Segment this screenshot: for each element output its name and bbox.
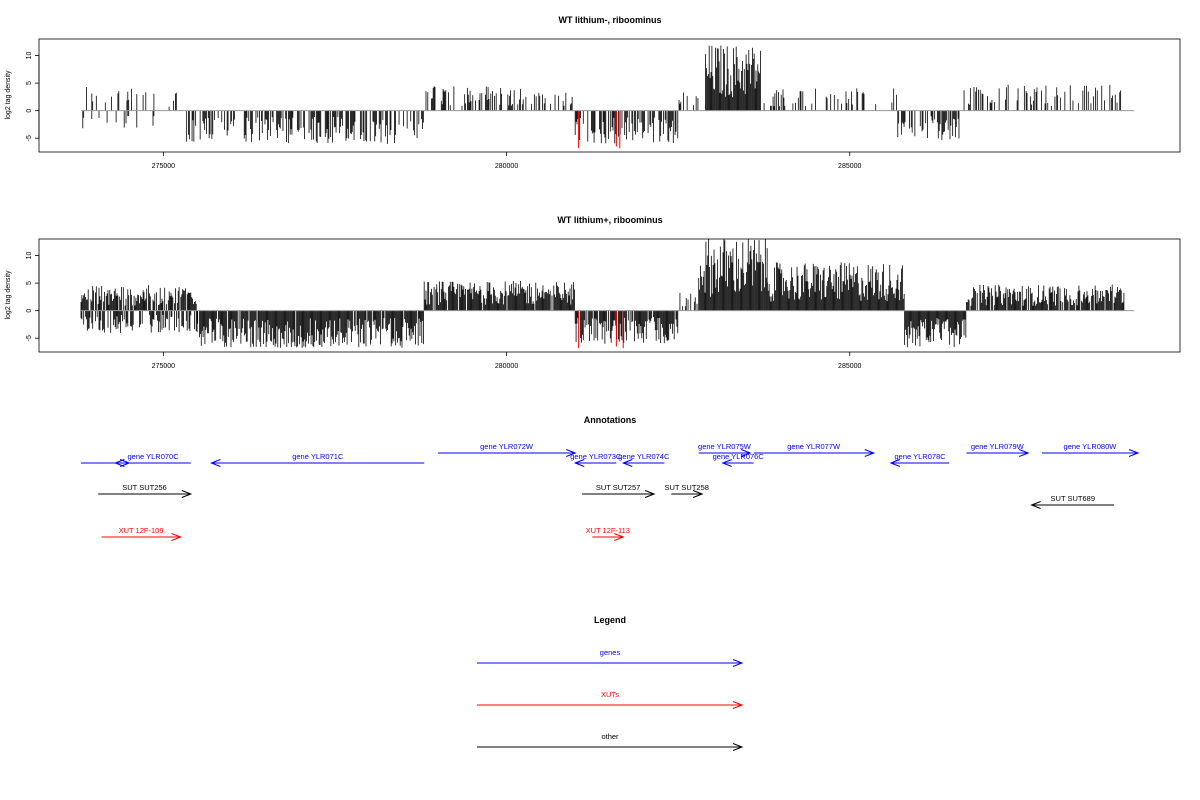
density-panel-lithium-plus: WT lithium+, riboominus 275000 280000 2850… (5, 215, 1181, 370)
bars-layer (82, 45, 1122, 144)
highlight-layer (578, 310, 624, 349)
annotation-other: SUT SUT257 (582, 483, 656, 498)
annotation-label: SUT SUT257 (596, 483, 640, 492)
annotation-gene: gene YLR079W (966, 442, 1030, 457)
annotation-xut: XUT 12F-109 (101, 526, 182, 541)
annotation-label: gene YLR070C (127, 452, 179, 461)
arrow-head (614, 533, 625, 541)
arrow-head (621, 459, 633, 467)
x-axis: 275000 280000 285000 (152, 152, 862, 170)
arrow-head (644, 490, 656, 498)
y-axis: -5 0 5 10 (26, 52, 40, 141)
y-axis: -5 0 5 10 (26, 252, 40, 341)
annotation-gene: gene YLR073C (570, 452, 622, 467)
y-tick-label: -5 (26, 135, 33, 141)
arrow-head (692, 490, 704, 498)
annotation-other: SUT SUT256 (98, 483, 193, 498)
legend-item-gene: genes (477, 648, 744, 667)
x-tick-label: 280000 (495, 163, 518, 170)
annotation-label: gene YLR075W (698, 442, 752, 451)
annotations-title: Annotations (584, 415, 637, 425)
annotation-gene: gene YLR078C (889, 452, 950, 467)
legend-item-other: other (477, 732, 744, 751)
x-tick-label: 285000 (838, 363, 861, 370)
highlight-layer (578, 110, 621, 149)
arrow-head (573, 459, 585, 467)
arrow-head (181, 490, 193, 498)
arrow-head (210, 459, 221, 467)
legend-label: genes (600, 648, 621, 657)
legend-title: Legend (594, 615, 626, 625)
plot-frame (38, 38, 1181, 153)
x-axis: 275000 280000 285000 (152, 352, 862, 370)
arrow-head (889, 459, 901, 467)
annotation-gene: gene YLR074C (618, 452, 670, 467)
annotation-label: gene YLR078C (895, 452, 947, 461)
panel-title: WT lithium-, riboominus (559, 15, 662, 25)
legend: Legend genes XUTs other (477, 615, 744, 751)
arrow-head (864, 449, 876, 457)
annotation-gene: gene YLR070C (113, 452, 191, 467)
arrow-head (732, 743, 744, 751)
density-panel-lithium-minus: WT lithium-, riboominus 275000 280000 2850… (5, 15, 1181, 170)
legend-item-xut: XUTs (477, 690, 744, 709)
annotation-gene: gene YLR072W (437, 442, 577, 457)
arrow-head (566, 449, 577, 457)
annotation-gene: gene YLR075W (698, 442, 752, 457)
annotation-label: gene YLR072W (480, 442, 534, 451)
annotation-xut: XUT 12F-113 (586, 526, 630, 541)
annotation-label: gene YLR074C (618, 452, 670, 461)
y-axis-label: log2 tag density (5, 70, 12, 120)
annotation-label: gene YLR076C (713, 452, 765, 461)
annotation-label: XUT 12F-113 (586, 526, 630, 535)
arrow-head (113, 459, 125, 467)
annotation-label: SUT SUT258 (664, 483, 708, 492)
annotations-track: Annotations gene YLR070C gene YLR071Cgene… (81, 415, 1140, 541)
annotation-other: SUT SUT689 (1030, 494, 1114, 509)
annotation-gene: gene YLR076C (713, 452, 765, 467)
annotation-label: gene YLR073C (570, 452, 622, 461)
y-tick-label: 5 (26, 281, 33, 285)
y-tick-label: 10 (26, 52, 33, 60)
bars-layer (80, 239, 1125, 348)
y-tick-label: -5 (26, 335, 33, 341)
y-tick-label: 0 (26, 309, 33, 313)
y-tick-label: 0 (26, 109, 33, 113)
panel-title: WT lithium+, riboominus (557, 215, 662, 225)
arrow-head (732, 701, 744, 709)
annotation-label: gene YLR079W (971, 442, 1025, 451)
arrow-head (171, 533, 182, 541)
x-tick-label: 275000 (152, 363, 175, 370)
annotation-label: gene YLR080W (1064, 442, 1118, 451)
annotation-other: SUT SUT258 (664, 483, 709, 498)
y-axis-label: log2 tag density (5, 270, 12, 320)
x-tick-label: 285000 (838, 163, 861, 170)
arrow-head (741, 449, 752, 457)
x-tick-label: 275000 (152, 163, 175, 170)
annotation-label: SUT SUT256 (122, 483, 166, 492)
arrow-head (732, 659, 744, 667)
annotation-label: XUT 12F-109 (119, 526, 164, 535)
arrow-head (1019, 449, 1030, 457)
annotation-gene: gene YLR077W (753, 442, 876, 457)
y-tick-label: 10 (26, 252, 33, 260)
arrow-head (1128, 449, 1140, 457)
arrow-head (1030, 501, 1041, 509)
legend-items: genes XUTs other (477, 648, 744, 751)
annotation-gene: gene YLR080W (1041, 442, 1140, 457)
annotation-label: gene YLR071C (292, 452, 344, 461)
legend-label: other (601, 732, 619, 741)
y-tick-label: 5 (26, 81, 33, 85)
annotation-label: SUT SUT689 (1051, 494, 1095, 503)
arrow-head (721, 459, 732, 467)
x-tick-label: 280000 (495, 363, 518, 370)
legend-label: XUTs (601, 690, 619, 699)
annotation-features: gene YLR070C gene YLR071C gene YLR072W gene… (81, 442, 1140, 541)
annotation-label: gene YLR077W (787, 442, 841, 451)
plot-frame (38, 238, 1181, 353)
annotation-gene: gene YLR071C (210, 452, 425, 467)
